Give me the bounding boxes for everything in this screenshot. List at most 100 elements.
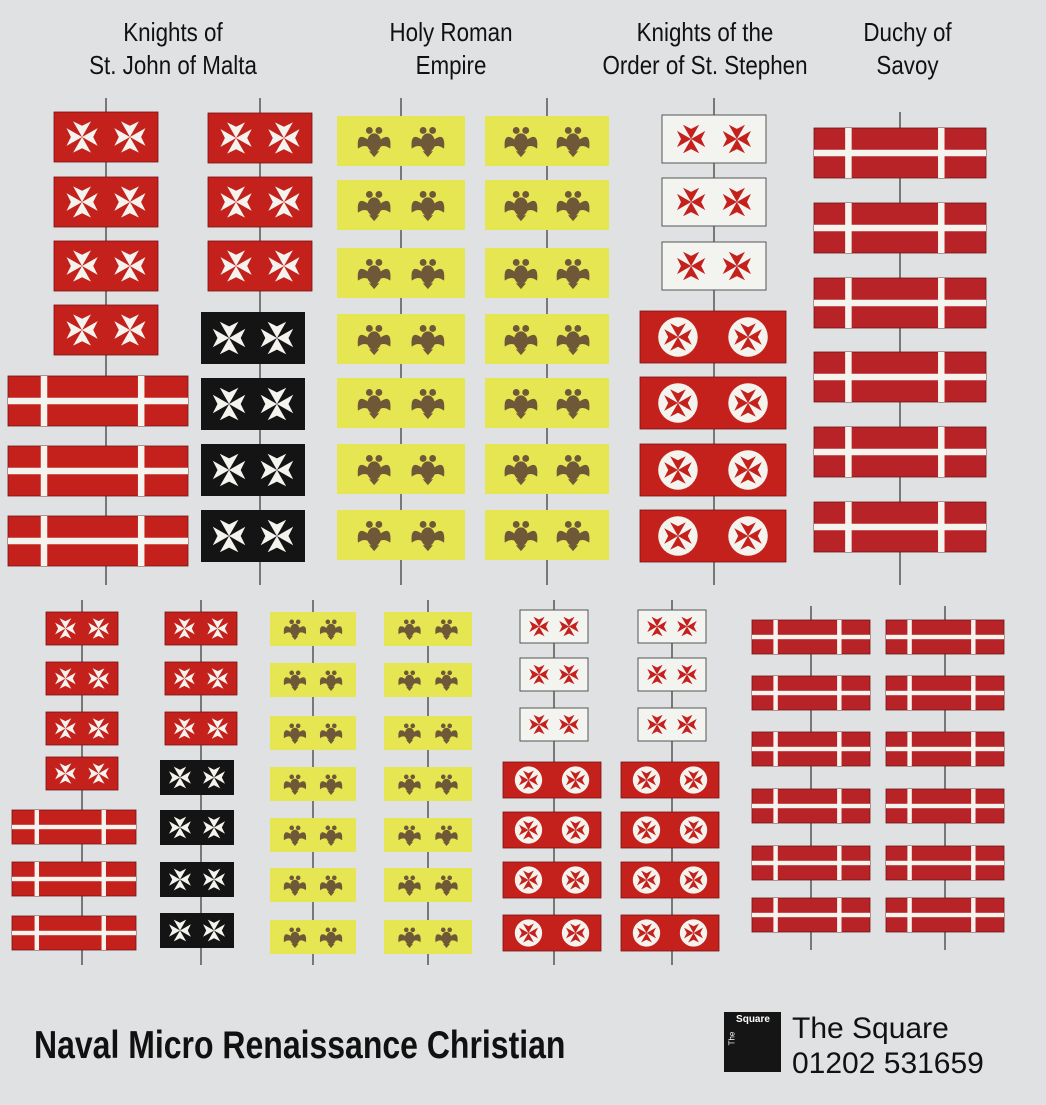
flag-malta-red [45,756,119,791]
flag-stephen-red [502,914,602,952]
maltese-cross-icon [519,923,538,943]
flag-malta-long [11,861,137,897]
double-eagle-icon [357,521,391,552]
maltese-cross-icon [55,618,76,639]
brand-phone: 01202 531659 [792,1047,984,1080]
maltese-cross-icon [529,664,549,685]
flag-hre [384,868,472,902]
maltese-cross-icon [55,718,76,739]
flag-hre [337,510,465,560]
double-eagle-icon [283,723,307,744]
flag-hre [384,612,472,646]
maltese-cross-icon [664,389,692,417]
maltese-cross-icon [559,664,579,685]
flag-savoy [813,426,987,478]
maltese-cross-icon [207,718,228,739]
maltese-cross-icon [664,456,692,484]
flag-hre [337,248,465,298]
maltese-cross-icon [260,453,294,487]
flag-stephen-white [661,241,767,291]
logo-text: Square [736,1014,770,1025]
flag-savoy [885,845,1005,881]
maltese-cross-icon [722,251,751,281]
double-eagle-icon [411,191,445,222]
double-eagle-icon [411,455,445,486]
brand-block: The Square 01202 531659 [792,1011,984,1081]
double-eagle-icon [283,670,307,691]
maltese-cross-icon [169,766,191,789]
maltese-cross-icon [268,186,300,218]
maltese-cross-icon [169,919,191,942]
maltese-cross-icon [212,519,246,553]
double-eagle-icon [435,670,458,691]
flag-savoy [751,731,871,767]
maltese-cross-icon [203,816,225,839]
header-savoy: Duchy of Savoy [841,16,974,82]
double-eagle-icon [283,619,307,640]
maltese-cross-icon [734,456,762,484]
flag-malta-red [53,304,159,356]
maltese-cross-icon [637,923,656,943]
maltese-cross-icon [220,250,252,282]
double-eagle-icon [556,325,590,356]
flag-hre [270,612,356,646]
double-eagle-icon [319,927,343,948]
double-eagle-icon [283,927,307,948]
maltese-cross-icon [260,519,294,553]
double-eagle-icon [319,670,343,691]
flag-malta-red [53,111,159,163]
double-eagle-icon [411,325,445,356]
maltese-cross-icon [637,770,656,790]
double-eagle-icon [398,825,421,846]
double-eagle-icon [435,875,458,896]
flag-stephen-red [620,811,720,849]
flag-hre [485,378,609,428]
flag-malta-long [11,915,137,951]
flag-savoy [885,731,1005,767]
flag-malta-black [160,913,234,948]
maltese-cross-icon [677,124,706,154]
flag-malta-red [207,240,313,292]
flag-hre [384,767,472,801]
flag-hre [485,180,609,230]
flag-malta-red [207,176,313,228]
double-eagle-icon [504,259,538,290]
maltese-cross-icon [88,618,109,639]
maltese-cross-icon [684,820,703,840]
maltese-cross-icon [529,616,549,637]
header-savoy-line2: Savoy [876,50,939,80]
maltese-cross-icon [722,187,751,217]
maltese-cross-icon [684,870,703,890]
flag-malta-black [160,810,234,845]
double-eagle-icon [357,389,391,420]
flag-stephen-white [637,707,707,742]
brand-name: The Square [792,1012,949,1045]
flag-savoy [751,788,871,824]
flag-stephen-white [519,657,589,692]
maltese-cross-icon [66,186,98,218]
maltese-cross-icon [88,718,109,739]
flag-hre [337,378,465,428]
maltese-cross-icon [66,121,98,153]
flag-hre [384,663,472,697]
maltese-cross-icon [566,870,585,890]
flag-malta-red [207,112,313,164]
double-eagle-icon [435,723,458,744]
maltese-cross-icon [647,714,667,735]
double-eagle-icon [504,191,538,222]
maltese-cross-icon [55,668,76,689]
maltese-cross-icon [664,522,692,550]
flag-malta-long [7,515,189,567]
maltese-cross-icon [66,250,98,282]
flag-malta-red [45,711,119,746]
maltese-cross-icon [519,770,538,790]
flag-savoy [885,788,1005,824]
double-eagle-icon [357,259,391,290]
flag-hre [337,180,465,230]
double-eagle-icon [411,521,445,552]
double-eagle-icon [556,127,590,158]
maltese-cross-icon [207,668,228,689]
double-eagle-icon [556,259,590,290]
double-eagle-icon [504,521,538,552]
double-eagle-icon [504,455,538,486]
